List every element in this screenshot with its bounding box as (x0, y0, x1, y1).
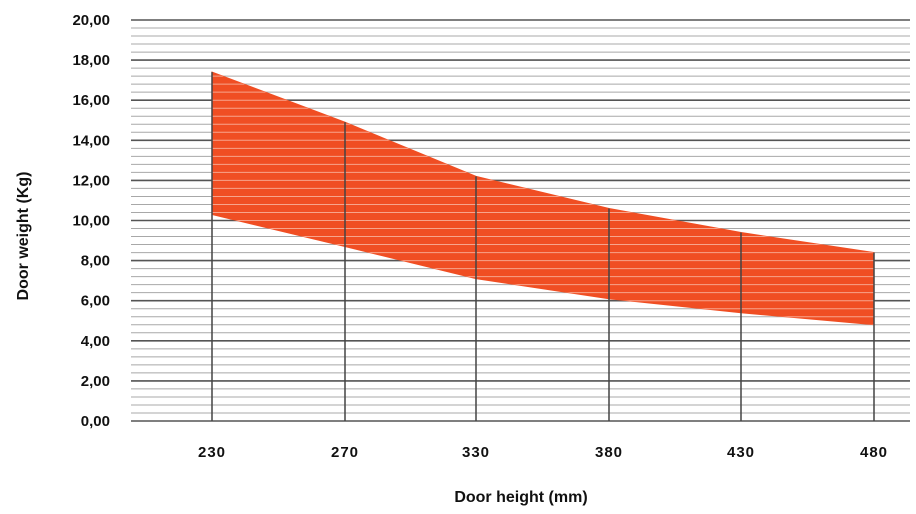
category-vertical-lines (211, 72, 875, 421)
x-axis-label: Door height (mm) (454, 489, 587, 506)
x-tick-label: 380 (595, 444, 623, 461)
y-tick-label: 12,00 (72, 172, 110, 189)
y-tick-label: 10,00 (72, 213, 110, 230)
y-tick-label: 2,00 (81, 373, 110, 390)
x-tick-label: 430 (727, 444, 755, 461)
y-tick-label: 4,00 (81, 333, 110, 350)
y-axis-label: Door weight (Kg) (15, 172, 32, 301)
y-tick-label: 6,00 (81, 293, 110, 310)
x-tick-label: 480 (860, 444, 888, 461)
weight-range-band (211, 71, 875, 326)
x-tick-label: 230 (198, 444, 226, 461)
y-tick-label: 18,00 (72, 52, 110, 69)
y-tick-label: 0,00 (81, 413, 110, 430)
x-axis-ticks: 230 270 330 380 430 480 (198, 444, 888, 461)
x-tick-label: 270 (331, 444, 359, 461)
y-tick-label: 16,00 (72, 92, 110, 109)
y-tick-label: 8,00 (81, 253, 110, 270)
y-tick-label: 14,00 (72, 132, 110, 149)
y-axis-ticks: 0,00 2,00 4,00 6,00 8,00 10,00 12,00 14,00 16,00… (72, 12, 110, 430)
y-tick-label: 20,00 (72, 12, 110, 29)
x-tick-label: 330 (462, 444, 490, 461)
